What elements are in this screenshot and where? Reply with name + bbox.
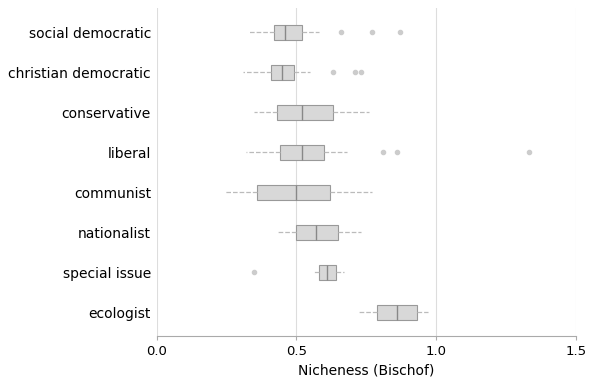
PathPatch shape — [257, 185, 330, 200]
PathPatch shape — [280, 145, 324, 160]
PathPatch shape — [274, 25, 302, 40]
PathPatch shape — [296, 225, 339, 240]
PathPatch shape — [277, 105, 333, 120]
PathPatch shape — [271, 65, 293, 80]
PathPatch shape — [377, 305, 416, 320]
X-axis label: Nicheness (Bischof): Nicheness (Bischof) — [298, 364, 434, 378]
PathPatch shape — [319, 264, 336, 280]
